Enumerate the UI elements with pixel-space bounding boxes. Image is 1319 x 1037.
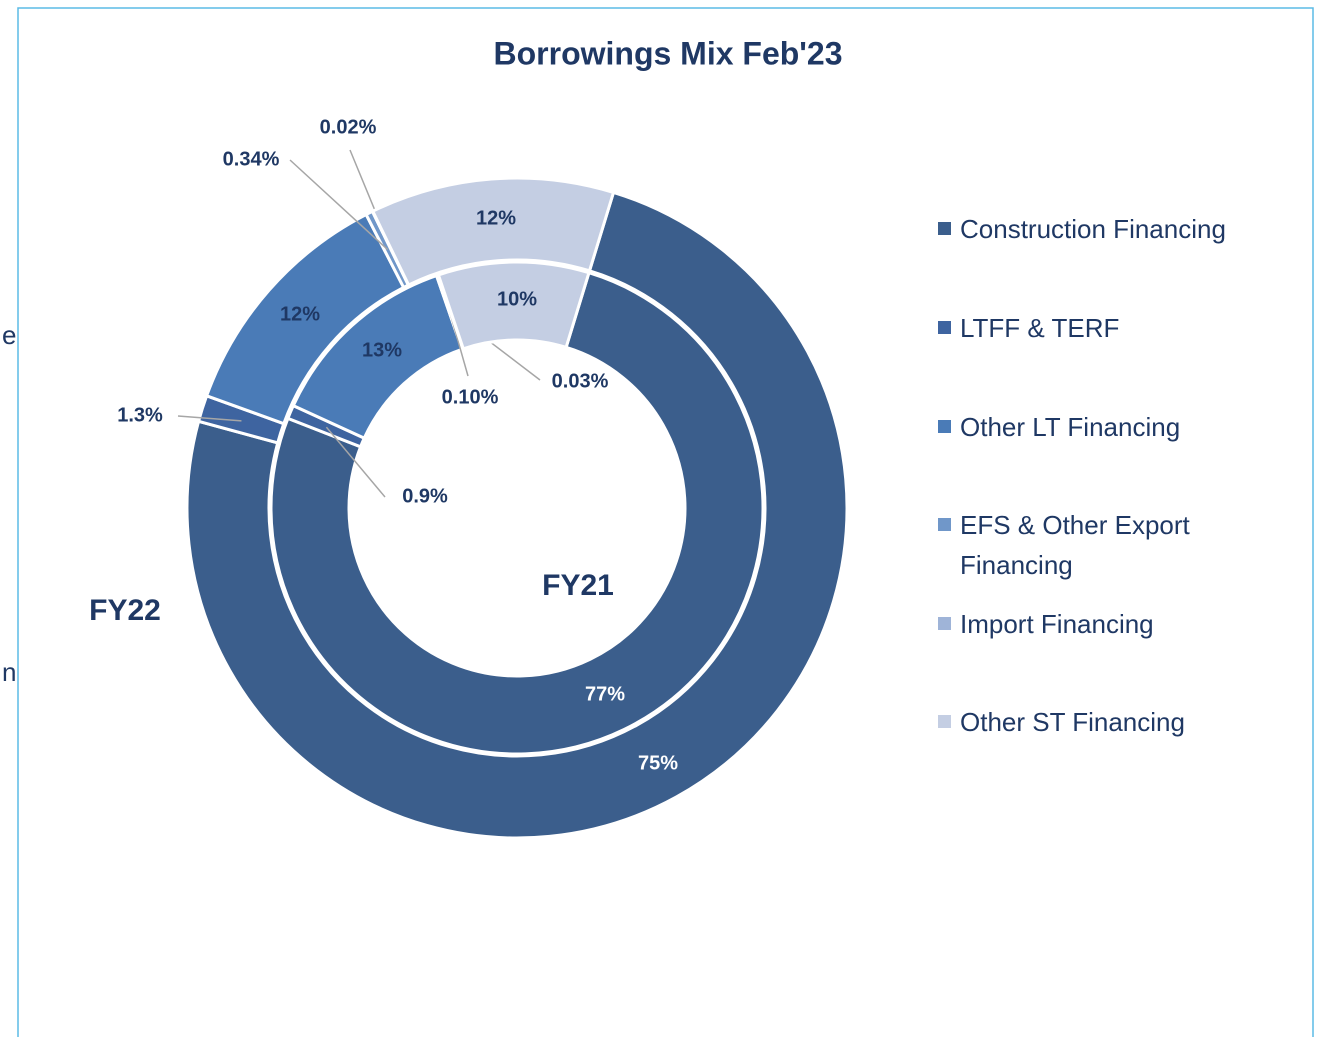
clipped-text: n (2, 657, 16, 687)
data-label: 10% (497, 288, 537, 310)
data-label: 13% (362, 339, 402, 361)
legend-swatch (938, 222, 951, 235)
data-label: 0.02% (320, 116, 377, 138)
legend-label: Other LT Financing (960, 412, 1181, 442)
legend-label: LTFF & TERF (960, 313, 1120, 343)
legend-item: Other ST Financing (938, 702, 1268, 742)
legend-item: LTFF & TERF (938, 308, 1268, 348)
data-label: 0.10% (442, 386, 499, 408)
slice (185, 190, 849, 840)
legend-item: Construction Financing (938, 209, 1268, 249)
chart-border (17, 7, 1314, 1037)
legend-swatch (938, 420, 951, 433)
ring-label: FY22 (89, 594, 161, 627)
legend-swatch (938, 715, 951, 728)
data-label: 0.9% (402, 485, 448, 507)
leader-line (325, 426, 386, 498)
ring-label: FY21 (542, 569, 614, 602)
legend-label: Other ST Financing (960, 707, 1185, 737)
legend-swatch (938, 617, 951, 630)
legend-label: EFS & Other Export Financing (960, 510, 1190, 580)
legend-swatch (938, 321, 951, 334)
legend-label: Import Financing (960, 609, 1154, 639)
legend-swatch (938, 518, 951, 531)
data-label: 0.03% (552, 370, 609, 392)
data-label: 0.34% (223, 148, 280, 170)
data-label: 12% (280, 303, 320, 325)
slice (436, 260, 591, 351)
slice (370, 176, 616, 287)
data-label: 75% (638, 752, 678, 774)
legend-item: Import Financing (938, 604, 1268, 644)
data-label: 1.3% (117, 404, 163, 426)
leader-line (177, 415, 242, 422)
chart-title: Borrowings Mix Feb'23 (494, 35, 843, 71)
leader-line (289, 159, 389, 251)
data-label: 12% (476, 207, 516, 229)
legend-label: Construction Financing (960, 214, 1226, 244)
slice (269, 270, 765, 756)
clipped-text: e (2, 320, 16, 350)
legend-item: EFS & Other Export Financing (938, 505, 1268, 585)
legend-item: Other LT Financing (938, 407, 1268, 447)
data-label: 77% (585, 683, 625, 705)
